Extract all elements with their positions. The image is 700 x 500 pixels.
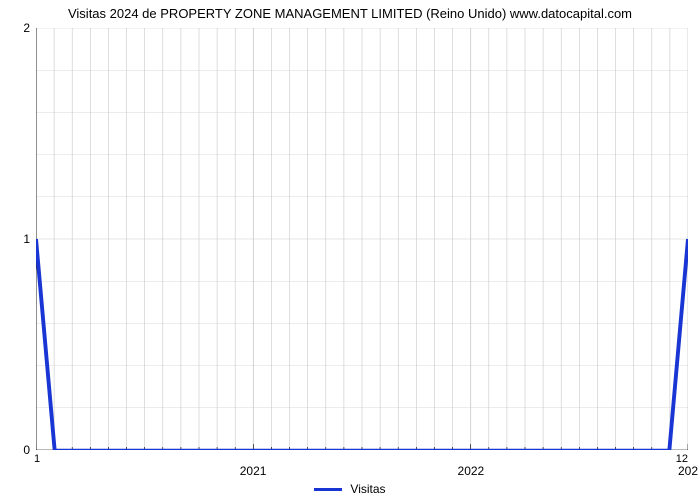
line-chart (36, 28, 688, 450)
x-major-label: 2021 (240, 464, 267, 478)
legend-label: Visitas (350, 482, 385, 496)
chart-container: Visitas 2024 de PROPERTY ZONE MANAGEMENT… (0, 0, 700, 500)
legend: Visitas (0, 482, 700, 496)
y-tick-label: 2 (23, 21, 30, 35)
x-major-label: 2022 (458, 464, 485, 478)
legend-swatch (314, 488, 342, 491)
y-tick-label: 1 (23, 232, 30, 246)
x-major-label: 202 (678, 464, 698, 478)
chart-title: Visitas 2024 de PROPERTY ZONE MANAGEMENT… (0, 6, 700, 21)
plot-area: 01211220220212022 (36, 28, 688, 450)
y-tick-label: 0 (23, 443, 30, 457)
x-start-label: 1 (34, 453, 40, 465)
